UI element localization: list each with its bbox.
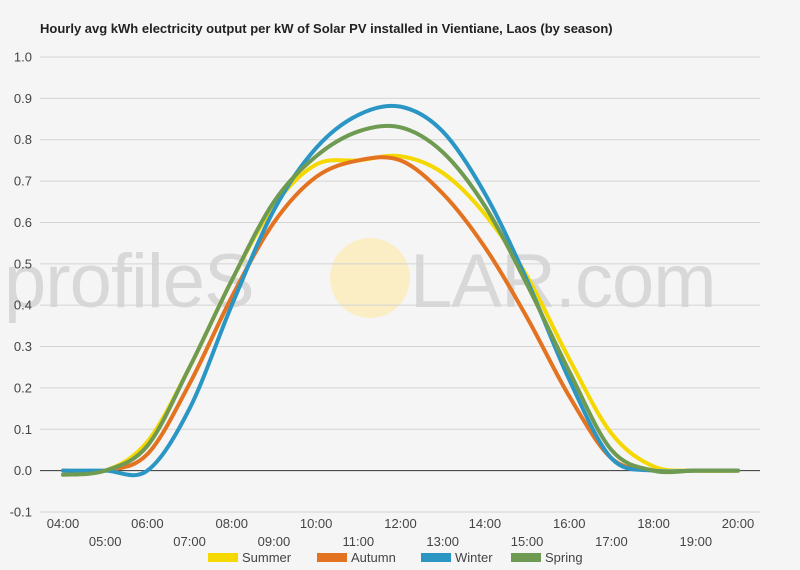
x-tick-label: 19:00 <box>680 534 713 549</box>
x-tick-label: 11:00 <box>343 534 375 549</box>
y-tick-label: 1.0 <box>14 50 32 65</box>
y-tick-label: -0.1 <box>10 505 32 520</box>
series-line-spring <box>61 123 740 477</box>
legend-label-summer: Summer <box>242 550 292 565</box>
y-tick-label: 0.7 <box>14 174 32 189</box>
legend-label-spring: Spring <box>545 550 583 565</box>
watermark-text-left: profileS <box>4 239 254 324</box>
series-line-winter <box>61 103 740 478</box>
legend-swatch-winter <box>421 553 451 562</box>
gridlines <box>40 56 760 513</box>
x-tick-label: 14:00 <box>469 516 502 531</box>
x-tick-label: 10:00 <box>300 516 333 531</box>
legend-swatch-spring <box>511 553 541 562</box>
x-tick-label: 18:00 <box>637 516 670 531</box>
watermark-sun-icon <box>330 238 410 318</box>
legend-label-winter: Winter <box>455 550 493 565</box>
watermark: profileS LAR.com <box>4 238 717 324</box>
x-tick-label: 12:00 <box>384 516 417 531</box>
x-tick-label: 17:00 <box>595 534 628 549</box>
watermark-text-right: LAR.com <box>410 239 716 324</box>
x-tick-label: 20:00 <box>722 516 755 531</box>
x-tick-label: 15:00 <box>511 534 544 549</box>
x-tick-label: 08:00 <box>215 516 248 531</box>
x-tick-label: 04:00 <box>47 516 80 531</box>
y-tick-label: 0.2 <box>14 380 32 395</box>
y-axis-ticks: -0.1 0.0 0.1 0.2 0.3 0.4 0.5 0.6 0.7 0.8 0.9 1.0 <box>10 50 32 520</box>
legend-swatch-summer <box>208 553 238 562</box>
x-axis-ticks: 04:00 05:00 06:00 07:00 08:00 09:00 10:00 11:00… <box>47 516 755 549</box>
y-tick-label: 0.6 <box>14 215 32 230</box>
y-tick-label: 0.1 <box>14 422 32 437</box>
x-tick-label: 06:00 <box>131 516 164 531</box>
y-tick-label: 0.9 <box>14 91 32 106</box>
x-tick-label: 13:00 <box>426 534 459 549</box>
legend-label-autumn: Autumn <box>351 550 396 565</box>
y-tick-label: 0.0 <box>14 463 32 478</box>
x-tick-label: 16:00 <box>553 516 586 531</box>
y-tick-label: 0.5 <box>14 256 32 271</box>
legend: Summer Autumn Winter Spring <box>208 550 583 565</box>
x-tick-label: 09:00 <box>258 534 291 549</box>
chart-title: Hourly avg kWh electricity output per kW… <box>40 21 613 36</box>
x-tick-label: 07:00 <box>173 534 206 549</box>
y-tick-label: 0.4 <box>14 298 32 313</box>
y-tick-label: 0.3 <box>14 339 32 354</box>
series-lines <box>61 103 740 478</box>
y-tick-label: 0.8 <box>14 132 32 147</box>
x-tick-label: 05:00 <box>89 534 122 549</box>
legend-swatch-autumn <box>317 553 347 562</box>
